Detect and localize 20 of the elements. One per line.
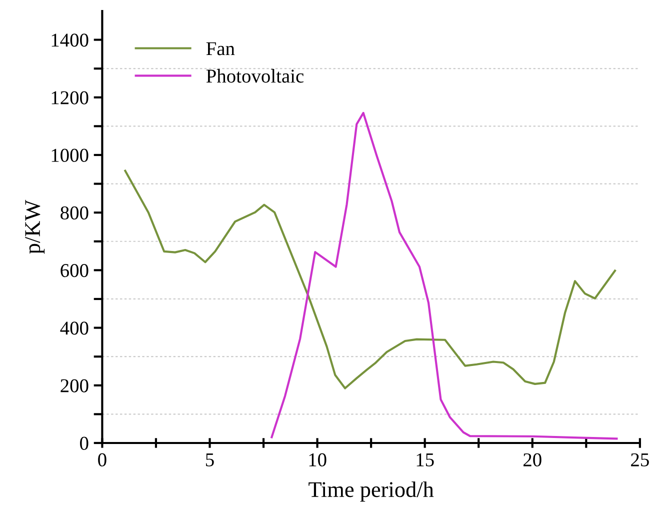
y-tick-label: 400 <box>60 322 88 335</box>
x-axis-title: Time period/h <box>308 481 434 502</box>
line-series <box>124 170 616 390</box>
x-tick-label: 15 <box>416 453 434 466</box>
y-tick-label: 1000 <box>52 148 88 162</box>
legend-label: Photovoltaic <box>206 69 304 83</box>
y-axis-title: p/KW <box>25 200 45 254</box>
y-tick-label: 200 <box>60 379 88 392</box>
legend-label: Fan <box>206 42 235 56</box>
x-tick-label: 25 <box>631 453 649 466</box>
x-tick-label: 20 <box>524 453 542 466</box>
x-tick-label: 0 <box>98 453 106 466</box>
y-tick-label: 1400 <box>52 34 88 47</box>
y-tick-label: 800 <box>60 206 88 220</box>
x-tick-label: 5 <box>206 453 214 466</box>
line-series <box>270 112 618 440</box>
y-tick-label: 1200 <box>52 91 88 104</box>
x-tick-label: 10 <box>309 453 326 466</box>
y-tick-label: 600 <box>60 264 88 278</box>
y-tick-label: 0 <box>80 436 88 450</box>
